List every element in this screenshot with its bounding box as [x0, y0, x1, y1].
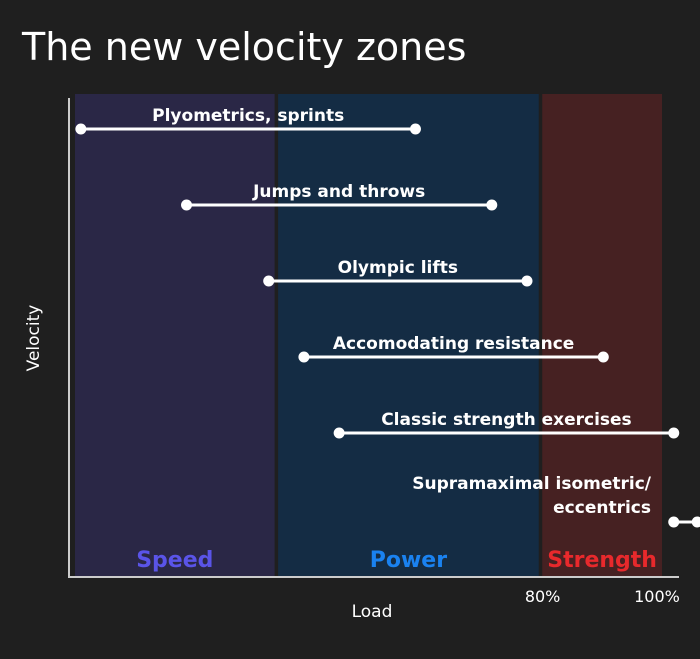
range-end-point — [597, 351, 609, 363]
range-label: Plyometrics, sprints — [152, 106, 344, 126]
range-end-point — [486, 199, 498, 211]
zone-speed-label: Speed — [136, 548, 213, 573]
range-start-point — [75, 123, 87, 135]
range-start-point — [263, 275, 275, 287]
chart-title: The new velocity zones — [21, 25, 466, 69]
range-row: Classic strength exercises — [333, 410, 680, 439]
ranges-layer: Plyometrics, sprints Jumps and throws Olym… — [75, 106, 700, 528]
zone-power-label: Power — [370, 548, 447, 573]
axes-layer: Velocity Load — [24, 98, 679, 622]
x-tick-label: 100% — [634, 587, 680, 606]
x-axis-label: Load — [352, 602, 393, 622]
range-start-point — [181, 199, 193, 211]
range-end-point — [668, 427, 680, 439]
range-label: Classic strength exercises — [381, 410, 632, 430]
range-row: Olympic lifts — [263, 258, 533, 287]
zone-power-band — [278, 94, 539, 577]
range-label: Accomodating resistance — [333, 334, 574, 354]
zone-strength-label: Strength — [547, 548, 657, 573]
range-label: Olympic lifts — [338, 258, 458, 278]
range-row: Jumps and throws — [181, 182, 498, 211]
zone-strength-band — [542, 94, 662, 577]
zones-layer: Speed Power Strength — [75, 94, 662, 577]
range-label: Supramaximal isometric/eccentrics — [412, 474, 652, 518]
range-row: Accomodating resistance — [298, 334, 609, 363]
y-axis-label: Velocity — [24, 305, 44, 372]
range-row: Plyometrics, sprints — [75, 106, 421, 135]
range-label: Jumps and throws — [252, 182, 425, 202]
range-start-point — [333, 427, 345, 439]
range-end-point — [691, 516, 700, 528]
range-start-point — [298, 351, 310, 363]
range-row: Supramaximal isometric/eccentrics — [412, 474, 700, 528]
ticks-layer: 80% 100% — [525, 587, 680, 606]
range-start-point — [668, 516, 680, 528]
zone-speed-band — [75, 94, 275, 577]
range-end-point — [409, 123, 421, 135]
range-end-point — [521, 275, 533, 287]
x-tick-label: 80% — [525, 587, 561, 606]
